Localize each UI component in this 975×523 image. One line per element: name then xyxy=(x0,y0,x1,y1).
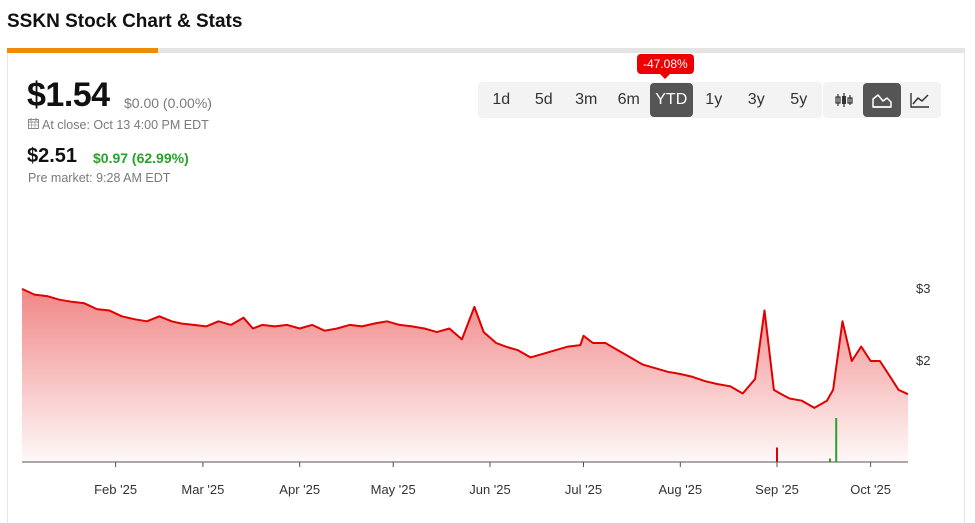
y-tick-label: $3 xyxy=(916,281,930,296)
x-tick-label: Mar '25 xyxy=(181,482,224,497)
range-button-5d[interactable]: 5d xyxy=(534,91,553,108)
mountain-chart-icon xyxy=(872,92,892,108)
volume-bar xyxy=(776,447,778,462)
range-button-1y[interactable]: 1y xyxy=(705,91,723,108)
volume-bar xyxy=(829,458,831,462)
close-time: At close: Oct 13 4:00 PM EDT xyxy=(28,118,209,132)
range-button-1d[interactable]: 1d xyxy=(492,91,511,108)
tab-underline xyxy=(7,48,965,53)
candlestick-button[interactable] xyxy=(825,83,863,117)
premarket-time: Pre market: 9:28 AM EDT xyxy=(28,171,171,185)
y-tick-label: $2 xyxy=(916,353,930,368)
premarket-price: $2.51 xyxy=(27,145,78,167)
close-label: At close: Oct 13 4:00 PM EDT xyxy=(42,118,209,132)
x-tick-label: Jun '25 xyxy=(469,482,511,497)
price-line xyxy=(21,287,909,409)
x-tick-label: Apr '25 xyxy=(279,482,320,497)
line-chart-button[interactable] xyxy=(901,83,939,117)
ytd-change-badge: -47.08% xyxy=(637,54,694,79)
price-area xyxy=(22,288,908,462)
active-tab-indicator xyxy=(7,48,158,53)
x-tick-label: Sep '25 xyxy=(755,482,799,497)
range-button-3m[interactable]: 3m xyxy=(575,91,598,108)
range-button-ytd[interactable]: YTD xyxy=(650,83,693,117)
line-chart-icon xyxy=(910,92,930,108)
page-title: SSKN Stock Chart & Stats xyxy=(7,11,243,32)
current-price: $1.54 xyxy=(27,76,110,114)
price-change: $0.00 (0.00%) xyxy=(124,95,212,111)
volume-bar xyxy=(835,418,838,462)
range-button-6m[interactable]: 6m xyxy=(617,91,640,108)
premarket-change: $0.97 (62.99%) xyxy=(93,150,189,166)
mountain-chart-button[interactable] xyxy=(863,83,901,117)
range-button-5y[interactable]: 5y xyxy=(790,91,808,108)
x-tick-label: Aug '25 xyxy=(658,482,702,497)
range-button-3y[interactable]: 3y xyxy=(747,91,765,108)
calendar-icon xyxy=(28,118,39,132)
x-tick-label: Oct '25 xyxy=(850,482,891,497)
chart-type-selector xyxy=(823,82,941,118)
x-tick-label: May '25 xyxy=(371,482,416,497)
range-selector: 1d 5d 3m 6m YTD 1y 3y 5y xyxy=(478,82,822,118)
x-tick-label: Jul '25 xyxy=(565,482,602,497)
x-tick-label: Feb '25 xyxy=(94,482,137,497)
candlestick-icon xyxy=(835,92,853,108)
